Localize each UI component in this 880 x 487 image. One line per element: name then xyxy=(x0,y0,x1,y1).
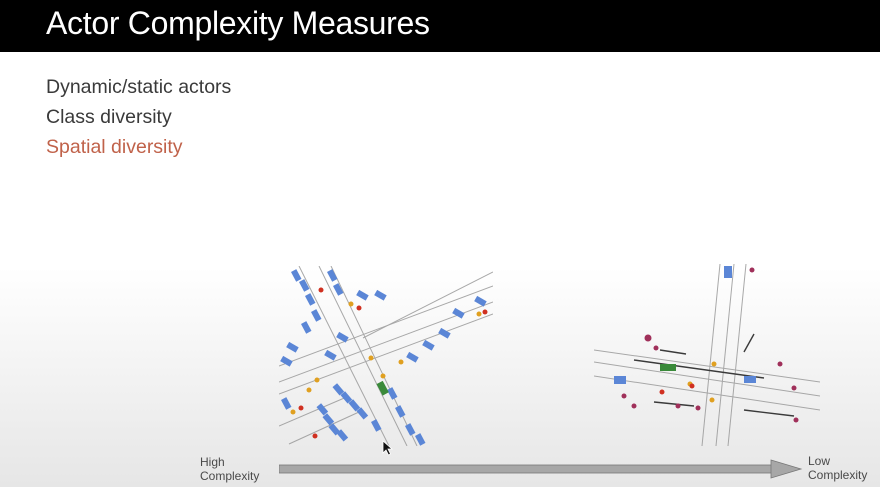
low-complexity-map xyxy=(594,264,820,446)
road-lines xyxy=(279,266,493,446)
red-markers xyxy=(298,287,488,439)
slide-title: Actor Complexity Measures xyxy=(46,5,430,41)
bullet-class-diversity: Class diversity xyxy=(46,106,172,128)
pedestrians xyxy=(290,301,482,415)
dynamic-vehicle xyxy=(660,364,676,371)
title-bar: Actor Complexity Measures xyxy=(0,0,880,52)
pedestrians xyxy=(687,361,717,403)
dynamic-vehicle xyxy=(376,380,389,396)
road-dark-lanes xyxy=(633,333,795,417)
bullet-dynamic-static: Dynamic/static actors xyxy=(46,76,232,98)
high-complexity-label: High Complexity xyxy=(200,455,260,483)
cyclists xyxy=(621,267,799,423)
high-complexity-map xyxy=(279,266,493,446)
static-vehicles xyxy=(280,269,487,446)
static-vehicles xyxy=(614,266,756,384)
low-complexity-label: Low Complexity xyxy=(808,454,868,482)
bullet-list: Dynamic/static actors Class diversity Sp… xyxy=(46,72,231,162)
bullet-spatial-diversity: Spatial diversity xyxy=(46,136,183,158)
red-markers xyxy=(659,383,695,395)
road-lines xyxy=(594,264,820,446)
mouse-pointer-icon xyxy=(382,440,394,456)
complexity-arrow-icon xyxy=(279,459,803,479)
